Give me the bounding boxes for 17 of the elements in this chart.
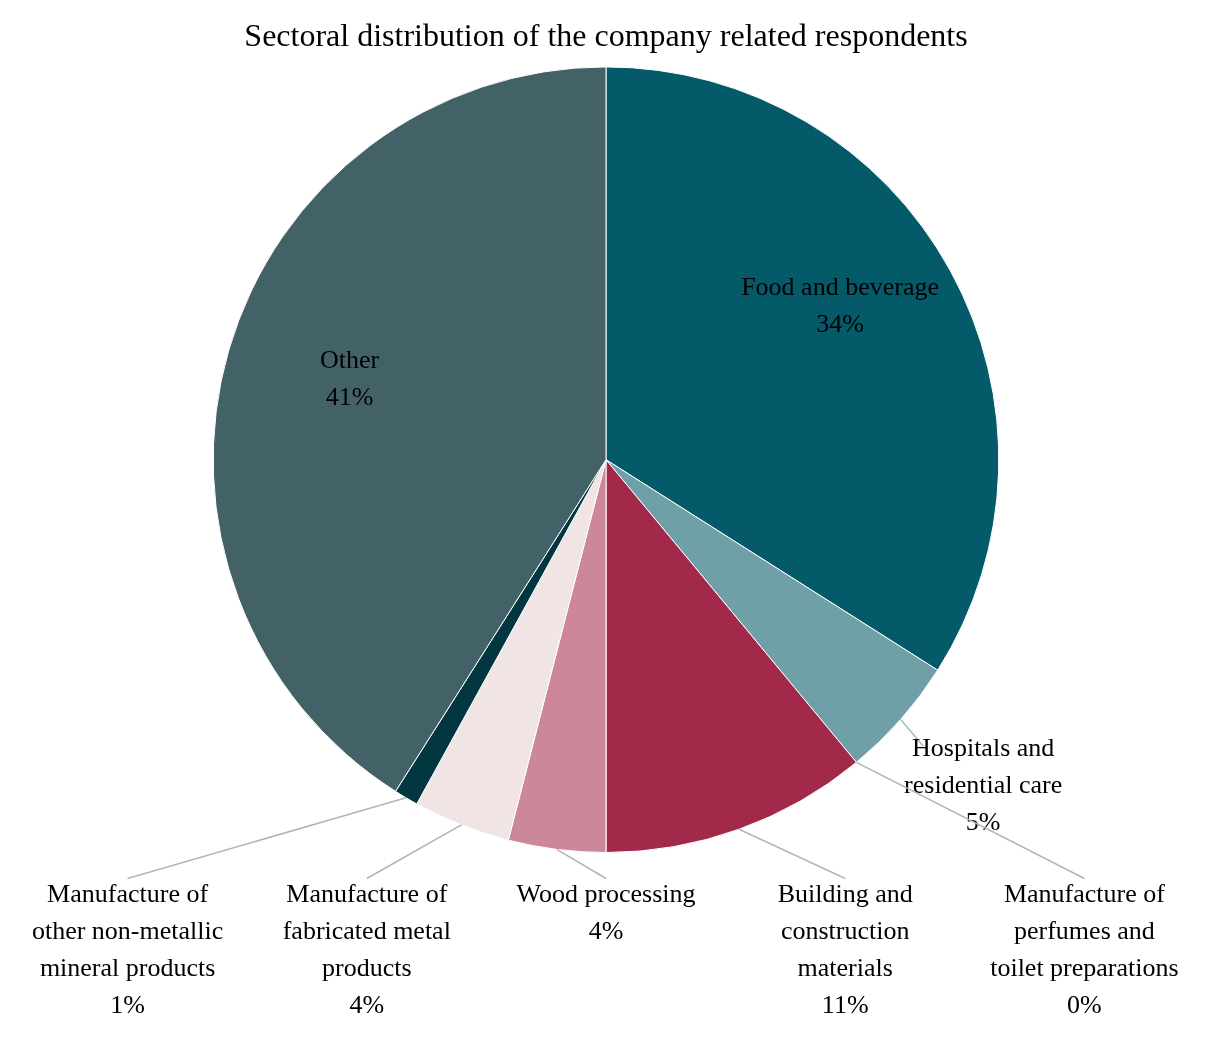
category-label: Manufacture of perfumes and toilet preparations (990, 879, 1179, 983)
slice-label: Other (319, 345, 380, 375)
slice-label: Manufacture of other non-metallic mineral products (31, 879, 224, 983)
data-label: 34% (816, 309, 864, 339)
data-label: 5% (965, 806, 1001, 836)
slice-label: Manufacture of fabricated metal products (282, 879, 451, 983)
data-label: 4% (588, 916, 624, 946)
slice-label: Building and construction materials (777, 879, 913, 983)
chart-title: Sectoral distribution of the company related respondents (244, 16, 968, 53)
data-label: 1% (110, 990, 145, 1020)
data-label: 4% (349, 990, 385, 1020)
data-label: 41% (325, 382, 374, 412)
text: 0% (1067, 990, 1102, 1020)
slice-label: Wood processing (516, 879, 696, 909)
slice-label: Hospitals and residential care (904, 732, 1063, 799)
data-label: 11% (821, 990, 869, 1020)
slice-label: Food and beverage (741, 272, 939, 302)
